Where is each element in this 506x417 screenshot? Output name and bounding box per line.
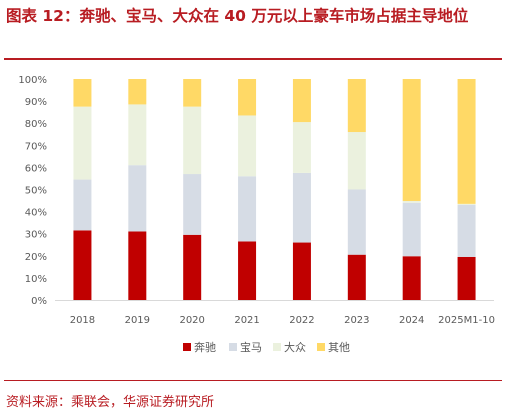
- bar-segment-大众: [183, 106, 202, 175]
- stacked-bar-chart: 0% 10% 20% 30% 40% 50% 60% 70% 80% 90% 100% 2018 201…: [0, 62, 506, 374]
- bar-segment-奔驰: [457, 256, 476, 300]
- source-divider: [4, 380, 502, 381]
- bar-segment-其他: [128, 79, 147, 105]
- legend-swatch-其他: [317, 343, 325, 351]
- bar-segment-奔驰: [292, 242, 311, 300]
- x-tick-label: 2019: [125, 315, 150, 326]
- x-tick-label: 2023: [344, 315, 369, 326]
- y-tick-label: 40%: [25, 208, 47, 219]
- bar-segment-大众: [128, 104, 147, 166]
- bar-segment-大众: [402, 200, 421, 203]
- x-tick-label: 2018: [70, 315, 95, 326]
- bar-segment-其他: [183, 79, 202, 107]
- bar-segment-宝马: [292, 172, 311, 243]
- bar-segment-宝马: [347, 189, 366, 255]
- legend-label: 宝马: [240, 340, 262, 354]
- chart-title: 图表 12：奔驰、宝马、大众在 40 万元以上豪车市场占据主导地位: [6, 7, 469, 25]
- bar-segment-宝马: [183, 174, 202, 235]
- bar-segment-宝马: [457, 204, 476, 257]
- y-tick-label: 50%: [25, 186, 47, 197]
- legend-label: 其他: [328, 341, 350, 354]
- legend-swatch-大众: [273, 343, 281, 351]
- x-tick-label: 2024: [399, 315, 424, 326]
- x-tick-label: 2021: [234, 315, 259, 326]
- legend-swatch-宝马: [229, 343, 237, 351]
- y-tick-label: 100%: [18, 75, 47, 86]
- bar-segment-奔驰: [183, 234, 202, 300]
- bar-segment-宝马: [73, 179, 92, 231]
- source-note: 资料来源：乘联会，华源证券研究所: [6, 395, 215, 410]
- y-tick-label: 30%: [25, 230, 47, 241]
- title-divider: [4, 58, 502, 60]
- chart-svg: 0% 10% 20% 30% 40% 50% 60% 70% 80% 90% 100% 2018 201…: [18, 75, 495, 354]
- y-tick-label: 60%: [25, 163, 47, 174]
- bar-segment-其他: [73, 79, 92, 107]
- bar-segment-其他: [238, 79, 257, 116]
- x-tick-label: 2020: [179, 315, 204, 326]
- y-tick-label: 80%: [25, 119, 47, 130]
- bar-segment-其他: [347, 79, 366, 133]
- y-tick-label: 90%: [25, 97, 47, 108]
- bar-segment-大众: [238, 115, 257, 177]
- bar-segment-奔驰: [238, 241, 257, 300]
- x-tick-label: 2025M1-10: [438, 315, 495, 326]
- bar-segment-大众: [73, 106, 92, 180]
- bar-segment-其他: [292, 79, 311, 123]
- legend-swatch-奔驰: [183, 343, 191, 351]
- legend-label: 大众: [284, 340, 306, 354]
- bar-segment-奔驰: [347, 254, 366, 300]
- legend-label: 奔驰: [194, 340, 216, 354]
- bar-segment-奔驰: [128, 231, 147, 300]
- x-tick-label: 2022: [289, 315, 314, 326]
- bar-segment-其他: [457, 79, 476, 204]
- bar-segment-奔驰: [73, 230, 92, 300]
- bar-segment-大众: [292, 122, 311, 173]
- bar-segment-宝马: [128, 165, 147, 232]
- y-tick-label: 70%: [25, 141, 47, 152]
- bar-segment-奔驰: [402, 256, 421, 300]
- bar-segment-大众: [457, 203, 476, 205]
- y-tick-label: 20%: [25, 252, 47, 263]
- y-tick-label: 10%: [25, 274, 47, 285]
- bar-segment-宝马: [402, 202, 421, 257]
- bar-segment-大众: [347, 132, 366, 190]
- y-tick-label: 0%: [31, 296, 47, 307]
- bar-segment-其他: [402, 79, 421, 201]
- bar-segment-宝马: [238, 176, 257, 242]
